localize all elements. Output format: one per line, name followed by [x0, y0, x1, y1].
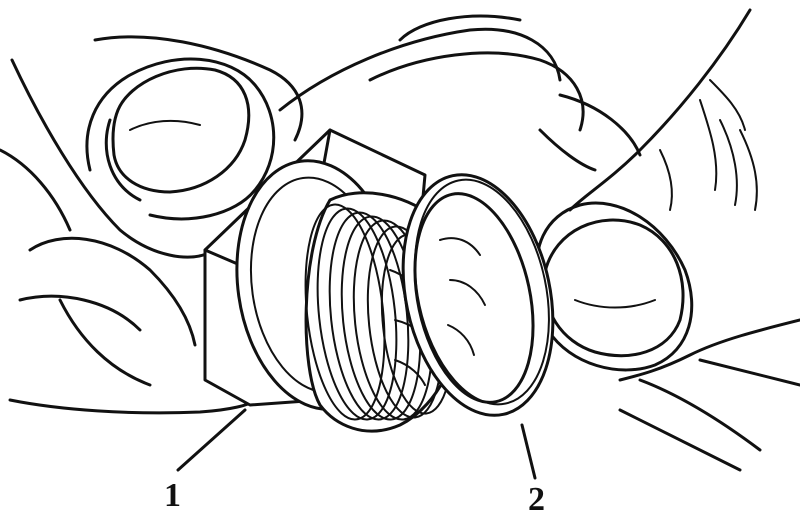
left-thumbnail: [111, 66, 251, 194]
sealing-ring: [401, 173, 555, 417]
leader-line-1: [176, 408, 247, 472]
callout-label-2: 2: [528, 481, 545, 518]
right-hand: [535, 8, 800, 472]
leader-line-2: [520, 423, 537, 480]
callout-label-1: 1: [164, 477, 181, 514]
right-fingernail: [542, 218, 685, 358]
left-hand: [0, 35, 304, 415]
leader-lines: [176, 408, 537, 480]
background-contours: [278, 14, 642, 172]
